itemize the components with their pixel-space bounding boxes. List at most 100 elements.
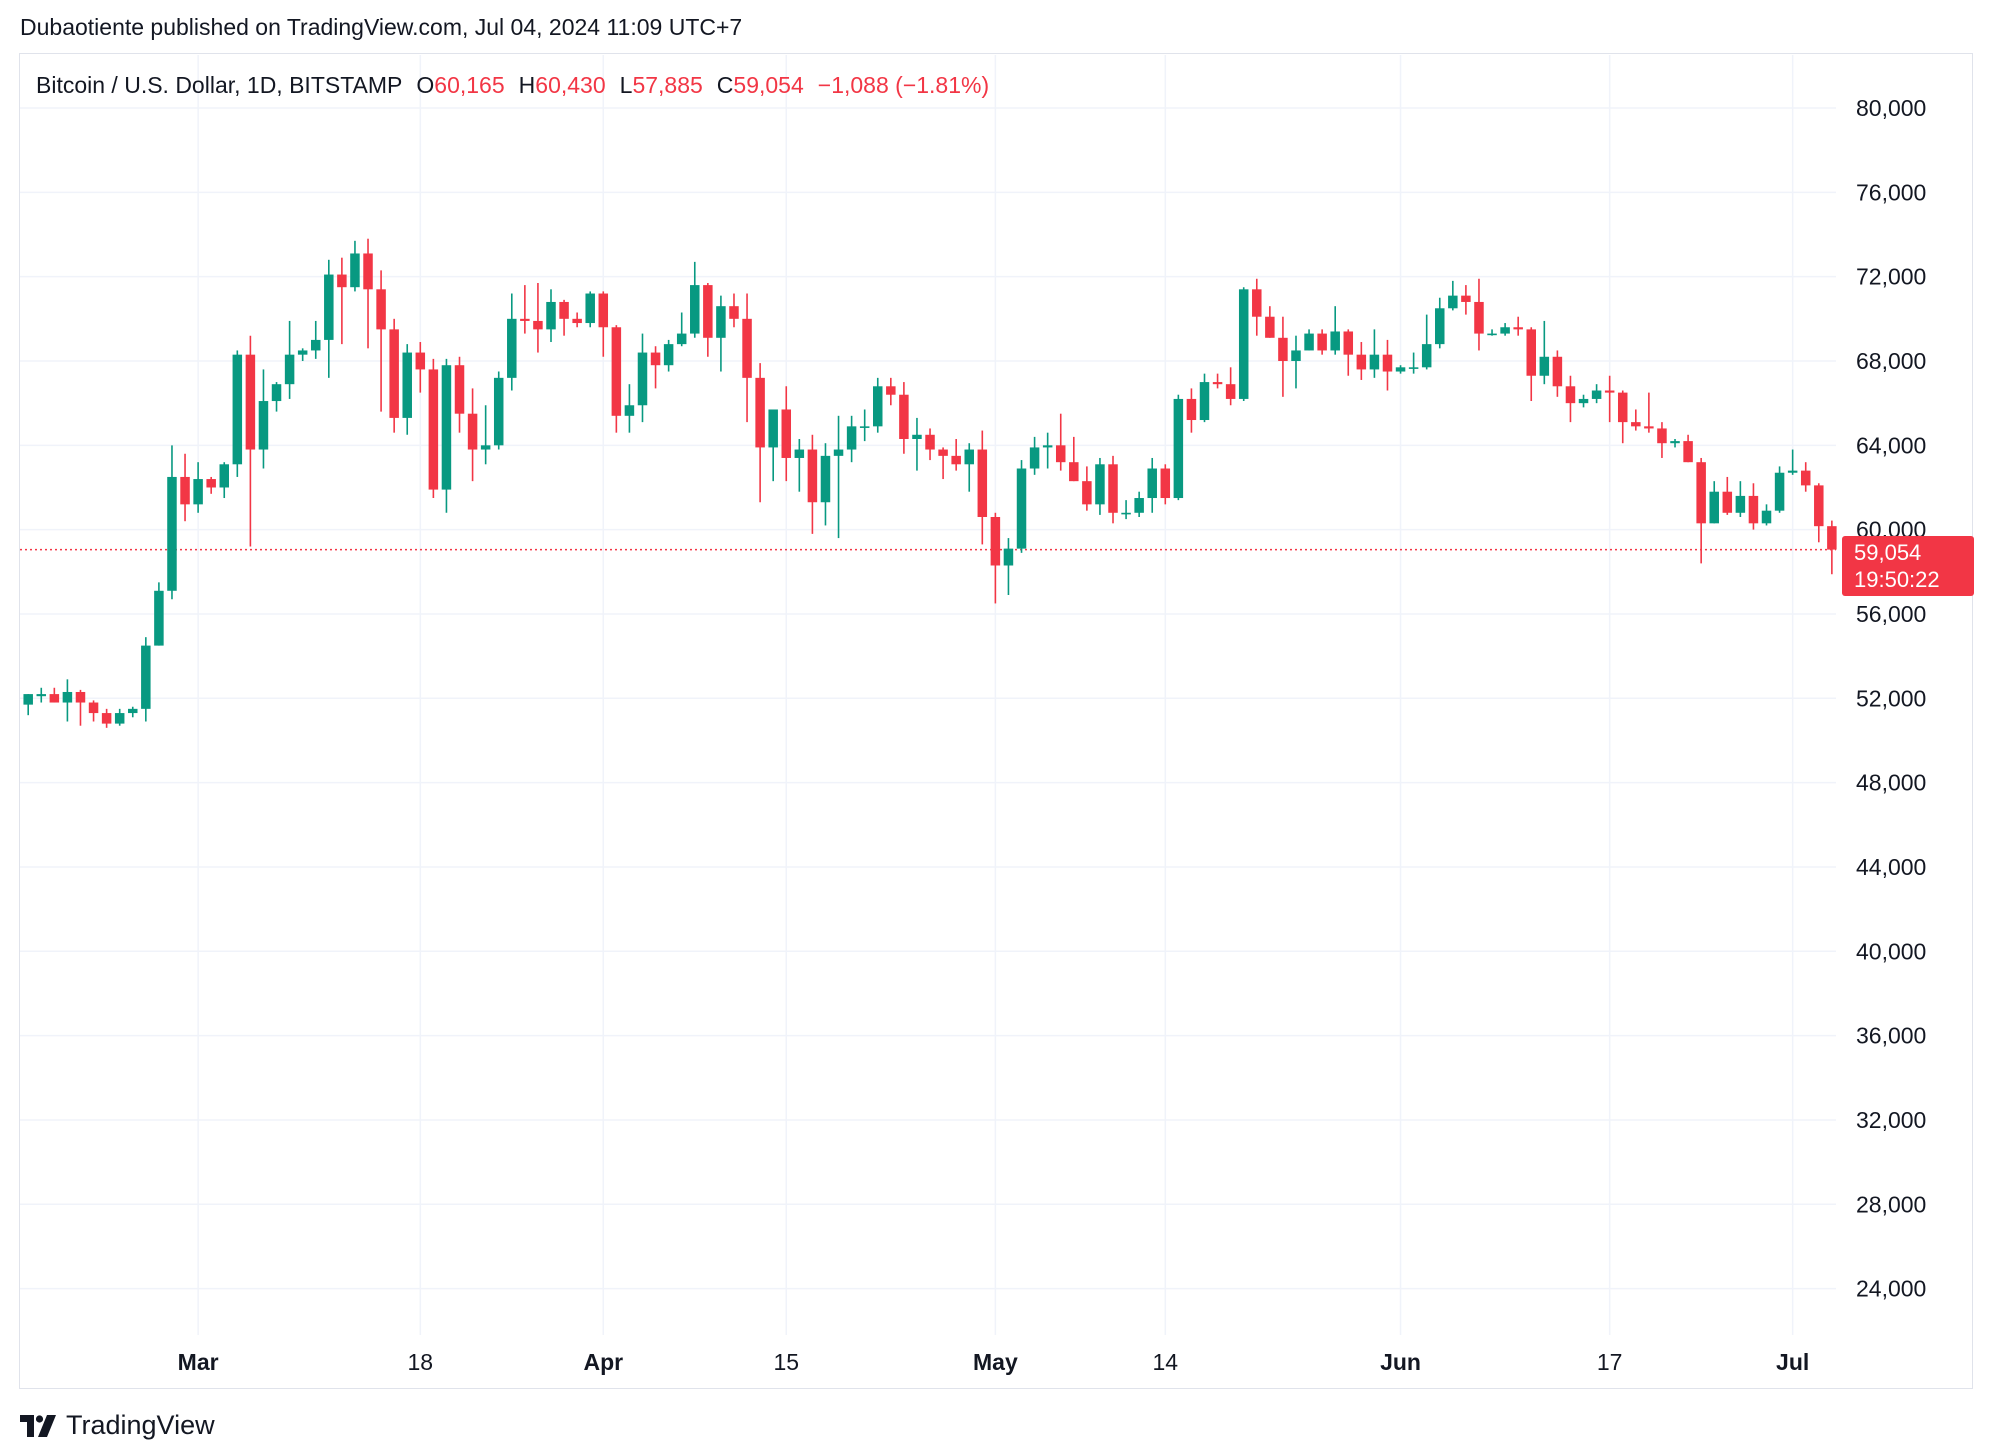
candle bbox=[846, 415, 857, 463]
candle bbox=[1252, 278, 1262, 336]
candle-body bbox=[1435, 308, 1445, 345]
last-price-label: 59,054 19:50:22 bbox=[1842, 536, 1974, 596]
candle bbox=[310, 320, 321, 359]
candle-body bbox=[1735, 495, 1746, 513]
candle-body bbox=[964, 449, 974, 465]
candle-body bbox=[559, 301, 569, 319]
candle bbox=[742, 293, 752, 423]
candle bbox=[141, 637, 151, 722]
candle-body bbox=[1252, 289, 1262, 317]
open-value: 60,165 bbox=[434, 72, 505, 98]
candle bbox=[729, 293, 739, 328]
candle-body bbox=[245, 354, 256, 450]
candle-body bbox=[768, 409, 778, 448]
candle bbox=[1787, 449, 1798, 475]
candle bbox=[1421, 314, 1432, 370]
candle-body bbox=[480, 445, 491, 450]
candle bbox=[1121, 500, 1131, 520]
candle-body bbox=[1578, 398, 1589, 404]
symbol-name[interactable]: Bitcoin / U.S. Dollar, 1D, BITSTAMP bbox=[36, 72, 403, 98]
candle-body bbox=[493, 377, 504, 446]
candle-body bbox=[389, 329, 399, 418]
candle bbox=[1016, 460, 1027, 553]
y-axis-tick-label: 76,000 bbox=[1856, 179, 1926, 205]
candle bbox=[1748, 483, 1759, 530]
candle-body bbox=[62, 691, 73, 703]
candle bbox=[637, 333, 648, 423]
candle-body bbox=[467, 413, 478, 450]
candle bbox=[1108, 455, 1118, 524]
candle-body bbox=[1212, 382, 1223, 385]
candle-body bbox=[807, 449, 818, 503]
low-value: 57,885 bbox=[632, 72, 703, 98]
candle bbox=[1565, 375, 1576, 423]
candle-body bbox=[572, 318, 582, 324]
x-axis-tick-label: Mar bbox=[178, 1349, 219, 1375]
candle-body bbox=[1042, 445, 1053, 448]
candle-body bbox=[1095, 464, 1105, 505]
candle-body bbox=[1408, 367, 1419, 369]
candle bbox=[1291, 335, 1301, 389]
candle-body bbox=[742, 318, 752, 378]
candle bbox=[428, 358, 439, 499]
publish-info: Dubaotiente published on TradingView.com… bbox=[20, 14, 743, 40]
candle bbox=[467, 388, 478, 482]
candle bbox=[755, 363, 765, 503]
candle-body bbox=[1003, 548, 1014, 566]
candle-body bbox=[154, 590, 164, 646]
candle bbox=[572, 312, 582, 328]
candle-body bbox=[1055, 445, 1066, 463]
candle bbox=[114, 708, 125, 726]
candle bbox=[1082, 466, 1092, 511]
candle-body bbox=[297, 350, 308, 355]
candle-body bbox=[23, 694, 33, 705]
candle-body bbox=[611, 327, 622, 416]
y-axis-tick-label: 40,000 bbox=[1856, 938, 1926, 964]
candle-body bbox=[271, 384, 282, 402]
candle bbox=[859, 409, 870, 442]
candle-body bbox=[1395, 367, 1406, 372]
candle bbox=[1199, 373, 1210, 423]
candle bbox=[1617, 390, 1628, 444]
candle bbox=[219, 462, 229, 499]
open-label: O bbox=[416, 72, 435, 98]
candle-body bbox=[1186, 398, 1197, 421]
candle-body bbox=[899, 394, 909, 439]
candle-body bbox=[1082, 481, 1092, 505]
candle-body bbox=[1382, 354, 1393, 372]
candle bbox=[376, 270, 386, 412]
candle-body bbox=[1029, 447, 1040, 469]
candle bbox=[232, 350, 243, 477]
candle bbox=[193, 462, 203, 513]
candle-body bbox=[873, 386, 883, 427]
candle-body bbox=[1617, 392, 1628, 423]
candle-body bbox=[1709, 491, 1719, 524]
candle-body bbox=[36, 694, 47, 697]
candle-body bbox=[637, 352, 648, 406]
candle-body bbox=[428, 369, 439, 490]
y-axis-tick-label: 32,000 bbox=[1856, 1107, 1926, 1133]
high-label: H bbox=[518, 72, 536, 98]
candle bbox=[1827, 520, 1837, 575]
candle bbox=[1265, 306, 1275, 338]
candle-body bbox=[1500, 327, 1510, 334]
candle-body bbox=[1016, 468, 1027, 549]
candle bbox=[1500, 323, 1510, 336]
candle-body bbox=[232, 354, 243, 465]
candle bbox=[990, 512, 1001, 604]
candle-body bbox=[1487, 333, 1497, 336]
candle bbox=[925, 428, 935, 461]
tradingview-brand[interactable]: TradingView bbox=[20, 1410, 215, 1441]
y-axis-tick-label: 44,000 bbox=[1856, 854, 1926, 880]
candle-body bbox=[716, 306, 726, 338]
candle-body bbox=[324, 274, 334, 340]
candle-body bbox=[533, 320, 543, 330]
y-axis-tick-label: 36,000 bbox=[1856, 1023, 1926, 1049]
x-axis-tick-label: 15 bbox=[773, 1349, 799, 1375]
candle bbox=[1003, 538, 1014, 596]
candle-body bbox=[833, 449, 844, 456]
candle-body bbox=[1539, 356, 1550, 376]
candle bbox=[101, 708, 112, 728]
candle-body bbox=[585, 293, 595, 324]
